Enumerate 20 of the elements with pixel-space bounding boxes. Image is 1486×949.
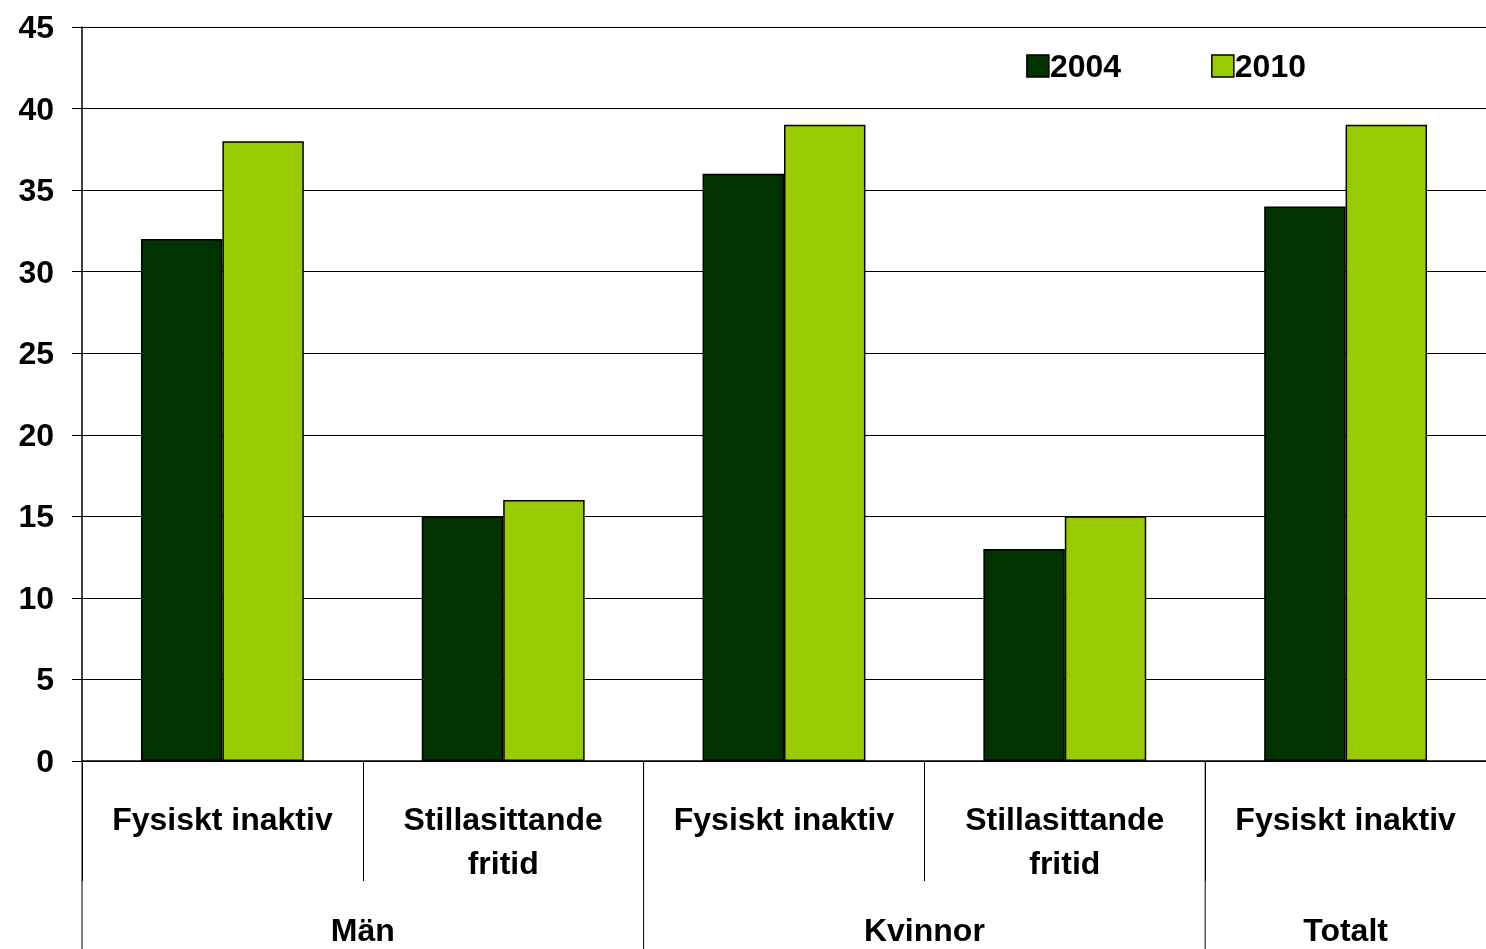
x-tick-label: Fysiskt inaktiv bbox=[1235, 801, 1457, 837]
text: Kvinnor bbox=[863, 912, 985, 948]
y-tick-label: 35 bbox=[18, 172, 54, 209]
text: Totalt bbox=[1303, 912, 1389, 948]
x-tick-label: Fysiskt inaktiv bbox=[673, 801, 895, 837]
y-tick-label: 20 bbox=[18, 416, 54, 453]
x-tick-label: Stillasittande fritid bbox=[965, 801, 1165, 881]
text: Män bbox=[330, 912, 395, 948]
y-tick-label: 30 bbox=[18, 253, 54, 290]
y-tick-label: 25 bbox=[18, 335, 54, 372]
y-tick-label: 5 bbox=[36, 661, 54, 698]
y-tick-label: 15 bbox=[18, 498, 54, 535]
y-tick-label: 0 bbox=[36, 743, 54, 779]
y-tick-label: 10 bbox=[18, 579, 54, 616]
legend-label: 2010 bbox=[1234, 48, 1306, 84]
y-tick-label: 40 bbox=[18, 90, 54, 127]
x-tick-label: Fysiskt inaktiv bbox=[112, 801, 333, 837]
legend-label: 2004 bbox=[1049, 48, 1122, 84]
y-tick-label: 45 bbox=[18, 9, 54, 45]
x-tick-label: Stillasittande fritid bbox=[403, 801, 603, 881]
